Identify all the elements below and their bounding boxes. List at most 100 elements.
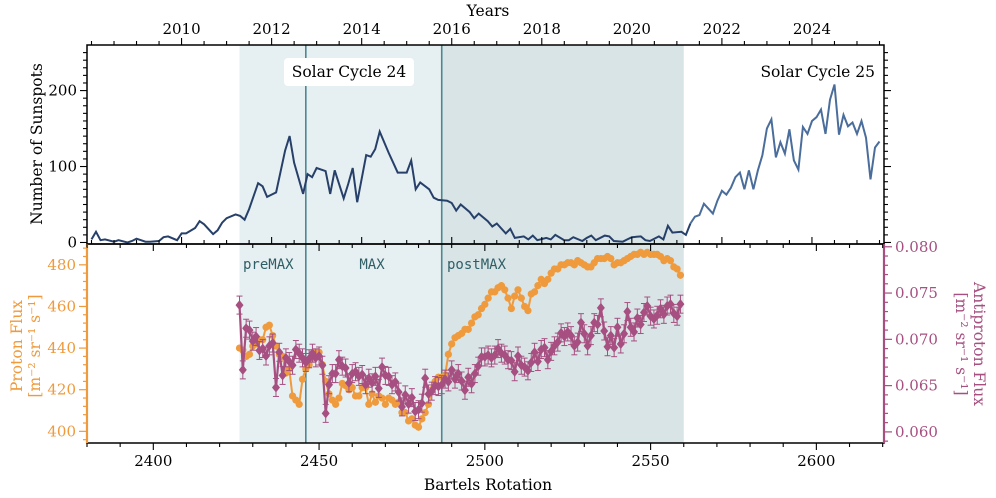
bartels-tick-label: 2550 [632, 452, 670, 470]
antiproton-point [467, 378, 476, 389]
region-label-postmax: postMAX [447, 257, 507, 273]
proton-tick-label: 480 [47, 256, 76, 274]
proton-point [378, 394, 386, 402]
proton-point [517, 294, 525, 302]
antiproton-point [573, 337, 582, 348]
proton-point [381, 400, 389, 408]
antiproton-point [510, 366, 519, 377]
proton-point [421, 409, 429, 417]
sunspot-tick-label: 200 [48, 82, 77, 100]
antiproton-point [470, 368, 479, 379]
antiproton-point [268, 338, 277, 349]
axes: 2010 2012 2014 2016 2018 2020 2022 2024 0 100 200 2… [47, 20, 938, 470]
bartels-tick-label: 2450 [300, 452, 338, 470]
antiproton-point [513, 350, 522, 361]
top-y-axis-label: Number of Sunspots [28, 63, 46, 225]
year-tick-label: 2012 [253, 20, 291, 38]
proton-point [676, 271, 685, 279]
antiproton-point [397, 401, 406, 412]
cycle24-label-box [284, 58, 414, 86]
bartels-tick-label: 2400 [134, 452, 172, 470]
antiproton-point [593, 319, 602, 330]
proton-tick-label: 460 [47, 297, 76, 315]
antiproton-point [676, 299, 685, 310]
antiproton-point [275, 347, 284, 358]
labels: Years Number of Sunspots Bartels Rotatio… [8, 2, 988, 494]
antiproton-point [633, 313, 642, 324]
proton-point [544, 275, 552, 283]
antiproton-point [586, 330, 595, 341]
year-tick-label: 2010 [162, 20, 200, 38]
proton-point [467, 319, 476, 327]
year-tick-label: 2018 [523, 20, 561, 38]
antiproton-point [278, 370, 287, 381]
proton-point [607, 254, 615, 263]
proton-point [332, 400, 340, 408]
region-label-premax: preMAX [243, 257, 294, 273]
antiproton-tick-label: 0.070 [895, 330, 938, 348]
antiproton-point [414, 404, 423, 415]
antiproton-point [344, 377, 353, 388]
proton-point [484, 294, 492, 302]
sunspots-cycle25-line [689, 84, 881, 225]
antiproton-point [610, 342, 619, 353]
annotations: Solar Cycle 24 Solar Cycle 25 preMAX MAX… [243, 58, 875, 273]
antiproton-point [404, 399, 413, 410]
bottom-x-axis-label: Bartels Rotation [424, 476, 552, 494]
antiproton-point [603, 341, 612, 352]
antiproton-point [553, 337, 562, 348]
antiproton-point [636, 319, 645, 330]
antiproton-point [576, 317, 585, 328]
antiproton-point [540, 342, 549, 353]
cycle25-label: Solar Cycle 25 [760, 63, 875, 81]
antiproton-point [673, 311, 682, 322]
proton-point [335, 394, 343, 402]
proton-point [530, 288, 539, 296]
year-tick-label: 2020 [613, 20, 651, 38]
year-tick-label: 2014 [343, 20, 381, 38]
proton-point [401, 409, 409, 417]
antiproton-point [271, 382, 280, 393]
antiproton-point [252, 331, 261, 342]
antiproton-tick-label: 0.075 [895, 284, 938, 302]
proton-point [481, 300, 489, 308]
antiproton-point [666, 299, 675, 310]
antiproton-point [606, 330, 615, 341]
antiproton-point [454, 368, 463, 379]
antiproton-point [527, 357, 536, 368]
antiproton-point [543, 354, 552, 365]
proton-axis-label-line1: Proton Flux [8, 300, 26, 392]
proton-point [418, 415, 426, 423]
antiproton-point [507, 355, 516, 366]
bartels-tick-label: 2600 [797, 452, 835, 470]
antiproton-point [623, 306, 632, 317]
antiproton-tick-label: 0.080 [895, 238, 938, 256]
sunspots-cycle24-line [90, 128, 692, 244]
proton-point [245, 350, 254, 358]
antiproton-point [567, 330, 576, 341]
proton-point [666, 257, 675, 265]
proton-axis-label-line2: [m⁻² sr⁻¹ s⁻¹] [26, 294, 44, 397]
proton-point [673, 265, 681, 273]
antiproton-point [447, 364, 456, 375]
antiproton-point [262, 350, 271, 361]
antiproton-point [334, 354, 343, 365]
proton-point [511, 292, 519, 300]
proton-point [365, 400, 373, 408]
proton-point [514, 286, 522, 294]
antiproton-point [659, 309, 668, 320]
proton-point [298, 375, 307, 383]
antiproton-point [460, 385, 469, 396]
year-tick-label: 2022 [703, 20, 741, 38]
year-tick-label: 2016 [433, 20, 471, 38]
antiproton-point [639, 307, 648, 318]
antiproton-point [384, 371, 393, 382]
antiproton-point [583, 340, 592, 351]
antiproton-point [331, 368, 340, 379]
proton-point [507, 304, 515, 313]
antiproton-tick-label: 0.065 [895, 377, 938, 395]
region-label-max: MAX [359, 257, 385, 273]
antiproton-point [457, 375, 466, 386]
antiproton-point [616, 338, 625, 349]
antiproton-point [533, 356, 542, 367]
